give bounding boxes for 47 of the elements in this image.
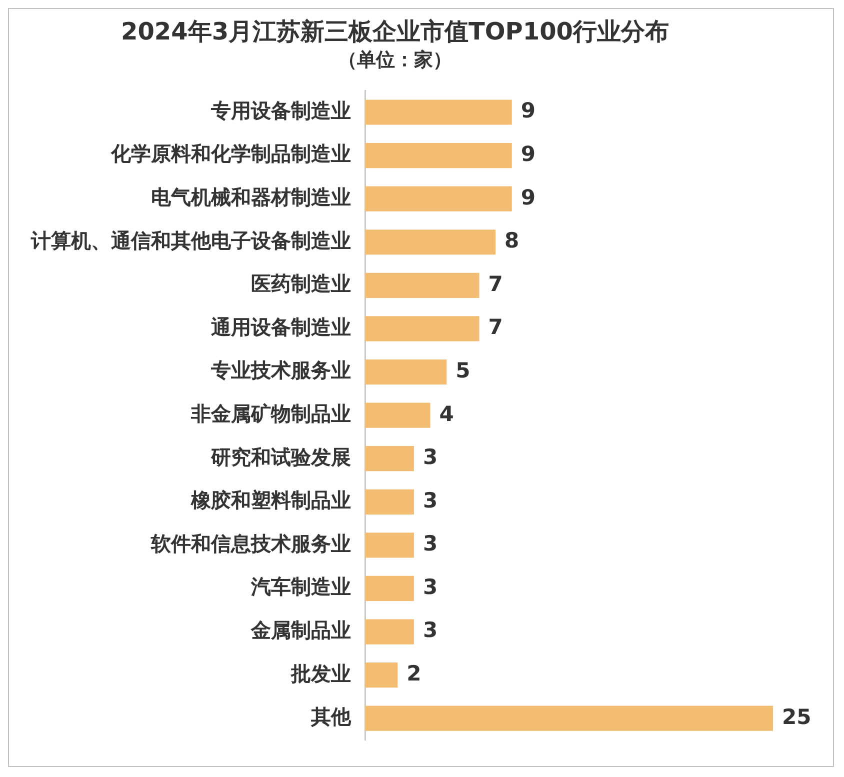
data-label: 3 — [422, 445, 438, 470]
bar — [365, 100, 512, 125]
data-label: 3 — [422, 574, 438, 599]
chart-title: 2024年3月江苏新三板企业市值TOP100行业分布 — [121, 18, 669, 46]
y-tick-label: 医药制造业 — [251, 272, 351, 296]
bar — [365, 316, 480, 342]
bar — [365, 532, 414, 558]
y-tick-label: 非金属矿物制品业 — [190, 402, 351, 426]
bar — [365, 706, 773, 731]
data-label: 3 — [422, 532, 438, 556]
data-label: 9 — [520, 185, 536, 210]
data-label: 7 — [488, 272, 503, 296]
y-tick-label: 通用设备制造业 — [210, 314, 351, 339]
bar — [365, 662, 398, 688]
bar — [365, 489, 414, 514]
y-tick-label: 计算机、通信和其他电子设备制造业 — [30, 228, 351, 252]
data-label: 9 — [520, 142, 536, 166]
data-label: 3 — [422, 618, 438, 642]
bar — [365, 230, 496, 255]
y-tick-label: 橡胶和塑料制品业 — [190, 488, 351, 512]
data-label: 25 — [782, 704, 812, 729]
y-tick-label: 软件和信息技术服务业 — [150, 531, 351, 556]
y-tick-label: 批发业 — [290, 661, 351, 686]
y-tick-label: 研究和试验发展 — [210, 444, 351, 469]
y-tick-label: 金属制品业 — [250, 618, 351, 642]
bar — [365, 619, 414, 644]
y-tick-label: 专业技术服务业 — [210, 358, 351, 382]
bar — [365, 576, 414, 602]
bar — [365, 402, 430, 428]
bar — [365, 359, 447, 385]
data-label: 4 — [439, 402, 454, 426]
y-tick-label: 化学原料和化学制品制造业 — [110, 142, 351, 166]
bar — [365, 186, 512, 212]
data-label: 7 — [488, 315, 503, 340]
data-label: 8 — [504, 228, 520, 253]
bar — [365, 272, 480, 298]
data-label: 5 — [456, 358, 470, 382]
data-label: 3 — [422, 488, 438, 512]
y-tick-label: 电气机械和器材制造业 — [151, 185, 351, 210]
data-label: 2 — [406, 662, 422, 686]
y-tick-label: 专用设备制造业 — [210, 98, 351, 122]
bar — [365, 142, 512, 168]
y-tick-label: 其他 — [310, 704, 352, 729]
chart-subtitle: （单位：家） — [338, 49, 452, 72]
bar — [365, 446, 414, 472]
data-label: 9 — [520, 98, 536, 123]
y-tick-label: 汽车制造业 — [250, 574, 351, 599]
